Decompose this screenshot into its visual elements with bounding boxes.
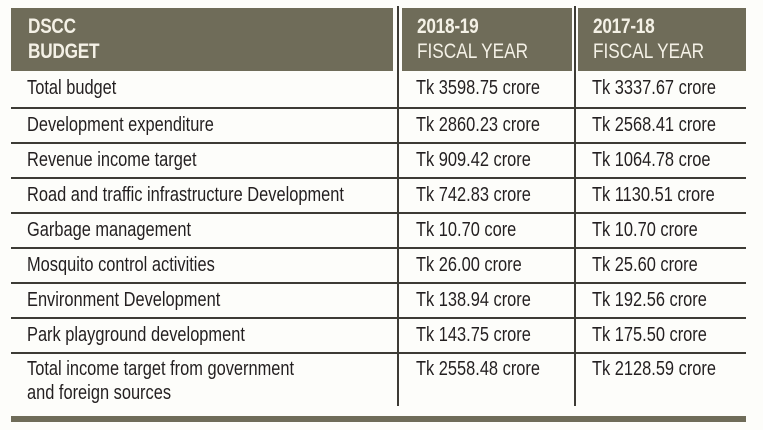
table-row: Total income target from government and … <box>11 354 746 408</box>
row-label: Mosquito control activities <box>27 254 215 276</box>
header-dscc-budget: DSCC BUDGET <box>11 8 393 71</box>
header-fy-2018-19: 2018-19 FISCAL YEAR <box>402 8 572 71</box>
value-2017-18: Tk 25.60 crore <box>592 254 698 276</box>
value-2017-18: Tk 2128.59 crore <box>592 358 716 380</box>
row-label-line2: and foreign sources <box>27 382 172 404</box>
value-2017-18: Tk 1064.78 croe <box>592 149 711 171</box>
value-2017-18: Tk 10.70 crore <box>592 219 698 241</box>
row-label: Garbage management <box>27 219 192 241</box>
value-2017-18: Tk 3337.67 crore <box>592 77 716 99</box>
table-row: Park playground development Tk 143.75 cr… <box>11 319 746 354</box>
table-row: Development expenditure Tk 2860.23 crore… <box>11 109 746 144</box>
value-2018-19: Tk 26.00 crore <box>416 254 522 276</box>
value-2017-18: Tk 175.50 crore <box>592 324 707 346</box>
value-2017-18: Tk 2568.41 crore <box>592 114 716 136</box>
table-row: Environment Development Tk 138.94 crore … <box>11 284 746 319</box>
value-2018-19: Tk 143.75 crore <box>416 324 531 346</box>
row-label: Park playground development <box>27 324 245 346</box>
value-2018-19: Tk 10.70 core <box>416 219 517 241</box>
header-year: 2017-18 <box>593 15 655 38</box>
header-label-line2: BUDGET <box>28 40 100 63</box>
table-row: Total budget Tk 3598.75 crore Tk 3337.67… <box>11 71 746 109</box>
table-row: Road and traffic infrastructure Developm… <box>11 179 746 214</box>
value-2017-18: Tk 192.56 crore <box>592 289 707 311</box>
header-subtitle: FISCAL YEAR <box>593 40 705 63</box>
column-divider <box>397 6 399 406</box>
row-label: Road and traffic infrastructure Developm… <box>27 184 344 206</box>
header-year: 2018-19 <box>417 15 479 38</box>
header-label-line1: DSCC <box>28 15 76 38</box>
table-row: Revenue income target Tk 909.42 crore Tk… <box>11 144 746 179</box>
row-label: Environment Development <box>27 289 221 311</box>
value-2018-19: Tk 742.83 crore <box>416 184 531 206</box>
table-row: Garbage management Tk 10.70 core Tk 10.7… <box>11 214 746 249</box>
row-label-line1: Total income target from government <box>27 358 295 380</box>
value-2017-18: Tk 1130.51 crore <box>592 184 715 206</box>
column-divider <box>574 6 576 406</box>
row-label: Total budget <box>27 77 117 99</box>
row-label: Revenue income target <box>27 149 197 171</box>
table-row: Mosquito control activities Tk 26.00 cro… <box>11 249 746 284</box>
value-2018-19: Tk 138.94 crore <box>416 289 531 311</box>
bottom-rule <box>11 416 746 422</box>
value-2018-19: Tk 3598.75 crore <box>416 77 540 99</box>
value-2018-19: Tk 2558.48 crore <box>416 358 540 380</box>
value-2018-19: Tk 2860.23 crore <box>416 114 540 136</box>
header-fy-2017-18: 2017-18 FISCAL YEAR <box>578 8 746 71</box>
row-label: Development expenditure <box>27 114 214 136</box>
value-2018-19: Tk 909.42 crore <box>416 149 531 171</box>
header-subtitle: FISCAL YEAR <box>417 40 529 63</box>
